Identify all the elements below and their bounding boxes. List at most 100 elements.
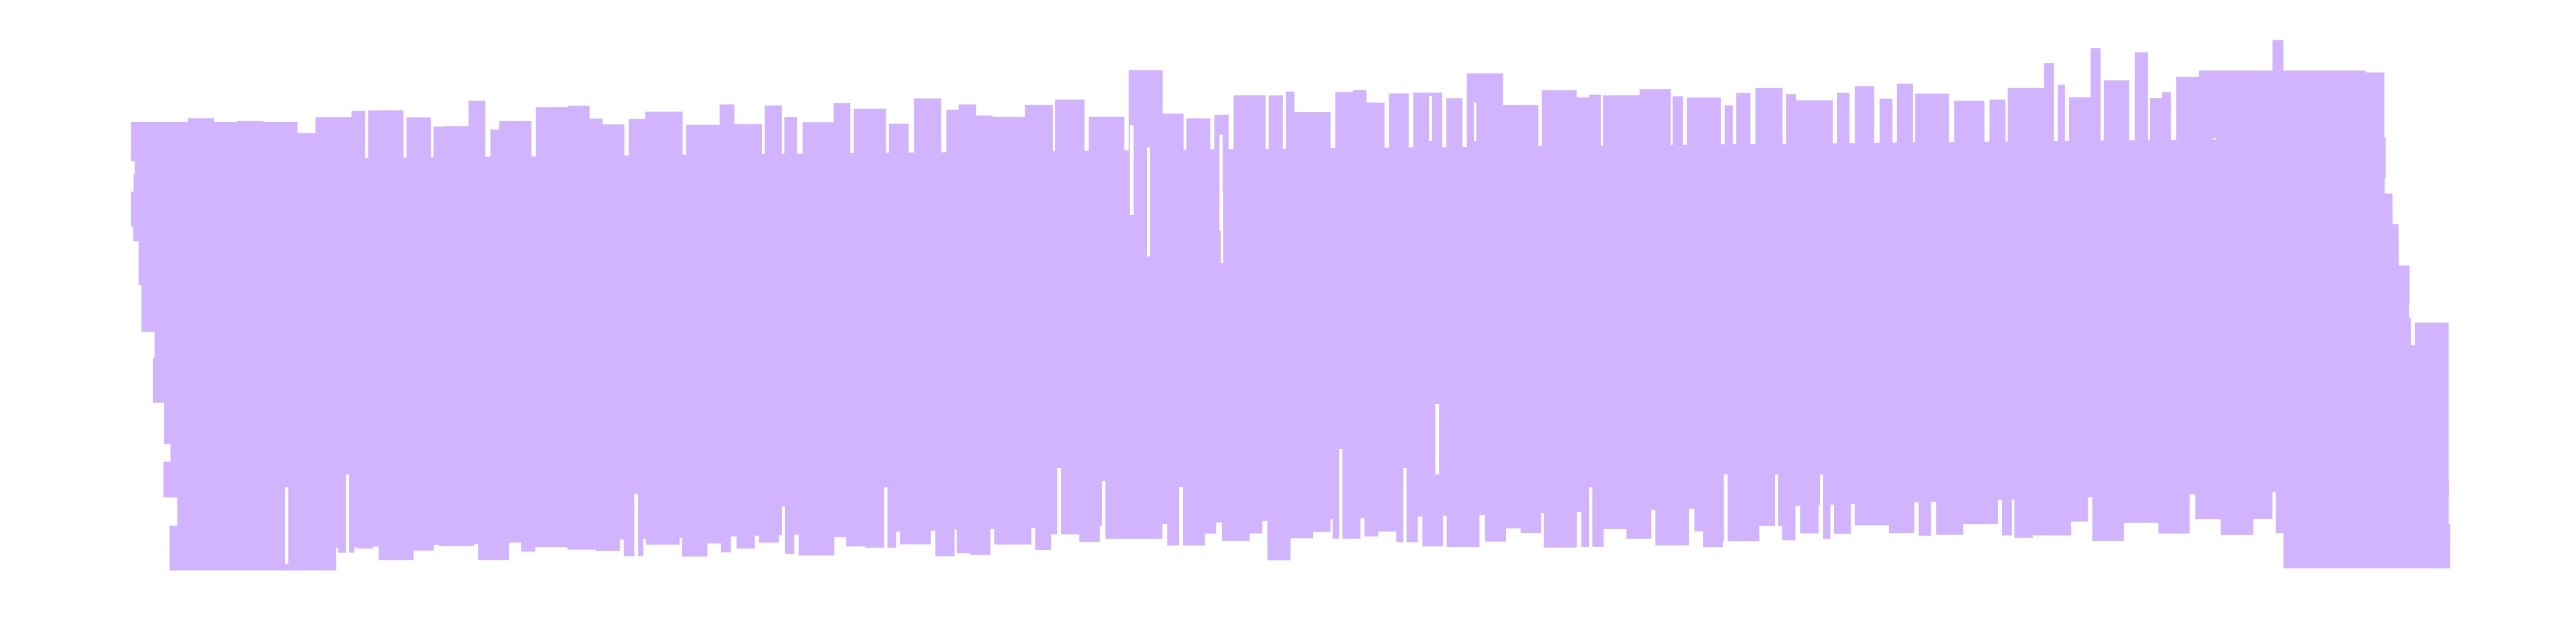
fringe-segment [1521,328,1542,533]
fringe-segment [2044,330,2072,536]
fringe-segment [970,349,991,555]
fringe-segment [2218,177,2385,194]
fringe-segment [1834,328,1851,534]
fringe-segment [177,496,344,526]
fringe-segment [1919,330,1931,536]
fringe-segment [1079,337,1100,542]
fringe-segment [646,339,680,545]
fringe-segment [2220,330,2254,535]
fringe-segment [1055,99,1085,305]
fringe-segment [2232,242,2399,267]
white-streak [1820,474,1823,558]
fringe-segment [2282,480,2449,497]
fringe-segment [991,117,1026,323]
fringe-segment [1233,95,1266,301]
fringe-segment [1703,342,1723,548]
fringe-segment [1854,86,1874,292]
fringe-segment [154,331,322,359]
fringe-segment [534,342,568,548]
fringe-segment [721,347,731,553]
fringe-segment [736,343,755,549]
fringe-segment [433,126,444,332]
fringe-segment [567,344,597,550]
fringe-segment [1962,319,1999,524]
fringe-segment [1335,92,1354,297]
white-streak [285,487,288,564]
fringe-segment [957,348,971,553]
fringe-segment [368,110,404,316]
fringe-segment [1268,95,1283,301]
fringe-segment [1576,97,1590,303]
fringe-segment [141,285,308,332]
fringe-segment [2268,423,2436,445]
fringe-segment [589,119,603,324]
fringe-segment [521,346,536,552]
fringe-segment [131,122,298,162]
white-streak [1179,487,1183,571]
fringe-segment [1854,320,1890,526]
fringe-segment [1332,333,1361,539]
fringe-segment [2225,193,2393,225]
fringe-segment [1353,90,1367,296]
fringe-segment [1672,96,1683,302]
white-streak [1589,487,1592,564]
fringe-segment [2274,464,2441,482]
fringe-segment [1786,94,1796,299]
white-streak [1130,125,1134,215]
fringe-segment [2090,48,2101,254]
fringe-segment [2195,314,2222,519]
fringe-segment [2104,80,2129,286]
fringe-segment [163,461,331,498]
fringe-segment [734,124,763,330]
fringe-segment [865,342,896,548]
fringe-segment [1389,93,1409,299]
fringe-segment [1222,335,1250,541]
fringe-segment [2258,345,2425,373]
fringe-segment [1035,345,1052,550]
fringe-segment [1736,92,1751,298]
fringe-segment [1687,97,1721,303]
fringe-segment [1364,331,1378,537]
fringe-segment [170,443,338,462]
fringe-segment [1286,91,1295,297]
fringe-segment [2032,330,2045,536]
fringe-segment [595,346,620,551]
fringe-segment [759,337,779,543]
fringe-segment [169,525,336,571]
fringe-segment [1800,328,1819,533]
fringe-segment [1522,105,1539,310]
fringe-segment [1541,90,1577,296]
fringe-segment [1544,342,1577,548]
fringe-segment [135,160,302,175]
fringe-segment [1204,328,1217,534]
fringe-segment [2242,302,2409,346]
fringe-segment [1413,92,1442,298]
fringe-segment [958,104,977,310]
fringe-segment [706,338,722,544]
fringe-segment [1294,112,1331,317]
fringe-segment [1694,326,1704,532]
fringe-segment [888,123,909,329]
fringe-segment [764,105,782,311]
fringe-segment [1795,100,1833,306]
fringe-segment [1088,117,1125,322]
fringe-segment [946,110,959,315]
fringe-segment [1366,103,1385,308]
fringe-segment [935,351,955,557]
fringe-segment [1162,113,1184,319]
fringe-segment [1128,70,1163,276]
fringe-segment [1422,341,1444,547]
fringe-segment [351,110,365,316]
fringe-segment [406,117,431,323]
fringe-segment [1782,335,1796,540]
fringe-segment [567,105,590,311]
fringe-segment [1581,341,1604,547]
fringe-segment [2069,97,2092,303]
fringe-segment [2202,88,2370,103]
fringe-segment [2275,444,2443,465]
fringe-segment [443,126,470,331]
fringe-segment [2232,224,2399,244]
fringe-segment [1505,323,1522,529]
fringe-segment [138,240,306,285]
fringe-segment [164,402,331,444]
